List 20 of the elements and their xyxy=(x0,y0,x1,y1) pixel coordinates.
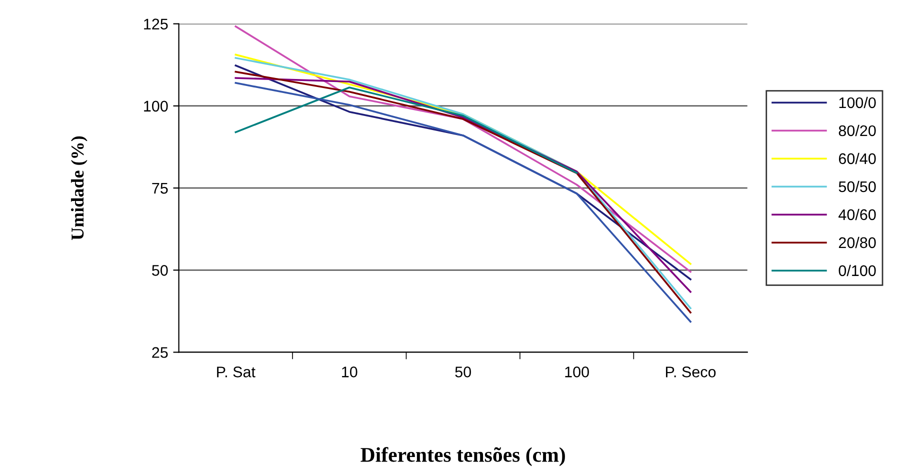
x-tick-label: 100 xyxy=(565,366,589,378)
y-tick-label: 25 xyxy=(152,347,168,358)
y-tick-label: 50 xyxy=(152,265,168,276)
y-tick-label: 125 xyxy=(144,18,168,30)
x-tick-label: P. Sat xyxy=(217,366,256,378)
y-tick-label: 100 xyxy=(144,100,168,112)
legend-label: 50/50 xyxy=(838,180,876,192)
legend-label: 0/100 xyxy=(838,264,876,276)
legend-label: 100/0 xyxy=(839,96,876,108)
y-axis-title: Umidade (%) xyxy=(70,136,88,240)
x-tick-label: 10 xyxy=(342,366,358,378)
y-tick-label: 75 xyxy=(152,183,168,194)
x-tick-label: 50 xyxy=(455,366,471,378)
legend-label: 20/80 xyxy=(838,236,876,248)
legend-label: 40/60 xyxy=(838,208,876,220)
legend-label: 60/40 xyxy=(838,152,876,164)
x-axis-title: Diferentes tensões (cm) xyxy=(360,447,565,466)
line-series xyxy=(234,86,578,174)
x-tick-label: P. Seco xyxy=(666,366,716,378)
legend-label: 80/20 xyxy=(838,124,876,136)
